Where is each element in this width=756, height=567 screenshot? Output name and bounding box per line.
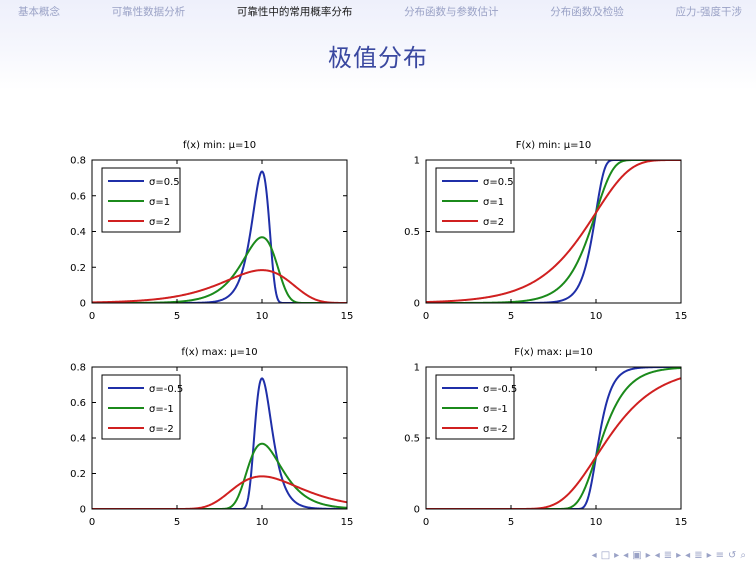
series-line-1: [426, 367, 681, 509]
series-line-0: [426, 367, 681, 509]
legend-label: σ=2: [149, 217, 170, 228]
frame-icon[interactable]: □: [600, 550, 611, 561]
y-tick-label: 0.5: [404, 227, 420, 238]
x-tick-label: 10: [256, 311, 269, 322]
x-tick-label: 5: [174, 311, 180, 322]
legend-label: σ=-0.5: [149, 384, 183, 395]
nav-item-basic-concepts[interactable]: 基本概念: [18, 5, 60, 18]
series-line-1: [92, 236, 347, 303]
nav-prev-frame-icon[interactable]: ◂: [591, 550, 597, 561]
nav-item-stress-strength[interactable]: 应力-强度干涉: [675, 5, 742, 18]
nav-item-distribution-test[interactable]: 分布函数及检验: [550, 5, 624, 18]
top-navigation: 基本概念 可靠性数据分析 可靠性中的常用概率分布 分布函数与参数估计 分布函数及…: [0, 0, 756, 22]
toc-icon[interactable]: ≡: [715, 550, 724, 561]
x-tick-label: 15: [341, 517, 354, 528]
nav-next-section-icon[interactable]: ▸: [676, 550, 682, 561]
series-line-2: [92, 269, 347, 303]
y-tick-label: 0: [414, 299, 420, 310]
series-line-0: [92, 170, 347, 303]
y-tick-label: 0.2: [70, 469, 86, 480]
y-tick-label: 0.8: [70, 363, 86, 374]
chart-title: f(x) max: μ=10: [181, 347, 257, 358]
x-tick-label: 0: [423, 311, 429, 322]
x-tick-label: 10: [256, 517, 269, 528]
back-icon[interactable]: ↺: [728, 550, 737, 561]
series-line-0: [92, 377, 347, 509]
y-tick-label: 1: [414, 156, 420, 167]
y-tick-label: 0.8: [70, 156, 86, 167]
header-background: [0, 0, 756, 90]
presentation-icon[interactable]: ≣: [694, 550, 703, 561]
y-tick-label: 0.5: [404, 434, 420, 445]
x-tick-label: 5: [174, 517, 180, 528]
legend-label: σ=-1: [149, 404, 174, 415]
y-tick-label: 0: [80, 299, 86, 310]
y-tick-label: 0.2: [70, 263, 86, 274]
legend-label: σ=-2: [149, 424, 174, 435]
nav-next-subsection-icon[interactable]: ▸: [645, 550, 651, 561]
legend-label: σ=1: [149, 197, 170, 208]
series-line-2: [426, 160, 681, 303]
y-tick-label: 0.6: [70, 398, 86, 409]
x-tick-label: 5: [508, 311, 514, 322]
nav-next-presentation-icon[interactable]: ▸: [706, 550, 712, 561]
x-tick-label: 0: [423, 517, 429, 528]
series-line-0: [426, 160, 681, 303]
chart-0: f(x) min: μ=10 0 5 10 15 0 0.2 0.4 0.6 0.8 σ=0.5 σ=…: [70, 140, 353, 322]
x-tick-label: 15: [341, 311, 354, 322]
series-line-2: [92, 475, 347, 509]
chart-title: f(x) min: μ=10: [183, 140, 256, 151]
y-tick-label: 0: [80, 505, 86, 516]
beamer-navigation: ◂ □ ▸ ◂ ▣ ▸ ◂ ≣ ▸ ◂ ≣ ▸ ≡ ↺ ⌕: [592, 550, 746, 561]
legend-label: σ=-2: [483, 424, 508, 435]
nav-prev-section-icon[interactable]: ◂: [654, 550, 660, 561]
legend-label: σ=-0.5: [483, 384, 517, 395]
subsection-icon[interactable]: ▣: [632, 550, 642, 561]
x-tick-label: 5: [508, 517, 514, 528]
legend-label: σ=1: [483, 197, 504, 208]
legend-label: σ=-1: [483, 404, 508, 415]
legend-label: σ=0.5: [149, 177, 180, 188]
y-tick-label: 0: [414, 505, 420, 516]
chart-1: F(x) min: μ=10 0 5 10 15 0 0.5 1 σ=0.5 σ=1 σ=2: [404, 140, 687, 322]
nav-item-common-distributions[interactable]: 可靠性中的常用概率分布: [236, 5, 353, 18]
section-icon[interactable]: ≣: [663, 550, 673, 561]
y-tick-label: 0.4: [70, 227, 86, 238]
page-title: 极值分布: [328, 44, 428, 72]
y-tick-label: 1: [414, 363, 420, 374]
x-tick-label: 15: [675, 311, 688, 322]
nav-next-frame-icon[interactable]: ▸: [614, 550, 620, 561]
x-tick-label: 0: [89, 311, 95, 322]
chart-2: f(x) max: μ=10 0 5 10 15 0 0.2 0.4 0.6 0.8 σ=-0.5 σ…: [70, 347, 353, 528]
chart-title: F(x) min: μ=10: [516, 140, 592, 151]
legend-label: σ=2: [483, 217, 504, 228]
x-tick-label: 0: [89, 517, 95, 528]
x-tick-label: 10: [590, 517, 603, 528]
y-tick-label: 0.6: [70, 191, 86, 202]
chart-title: F(x) max: μ=10: [514, 347, 592, 358]
x-tick-label: 15: [675, 517, 688, 528]
chart-3: F(x) max: μ=10 0 5 10 15 0 0.5 1 σ=-0.5 σ=-1 σ=-2: [404, 347, 687, 528]
y-tick-label: 0.4: [70, 434, 86, 445]
nav-prev-subsection-icon[interactable]: ◂: [623, 550, 629, 561]
x-tick-label: 10: [590, 311, 603, 322]
nav-prev-presentation-icon[interactable]: ◂: [685, 550, 691, 561]
legend-label: σ=0.5: [483, 177, 514, 188]
nav-item-reliability-data[interactable]: 可靠性数据分析: [111, 5, 186, 18]
series-line-2: [426, 377, 681, 509]
search-icon[interactable]: ⌕: [740, 550, 746, 561]
nav-item-distribution-estimation[interactable]: 分布函数与参数估计: [404, 5, 499, 18]
